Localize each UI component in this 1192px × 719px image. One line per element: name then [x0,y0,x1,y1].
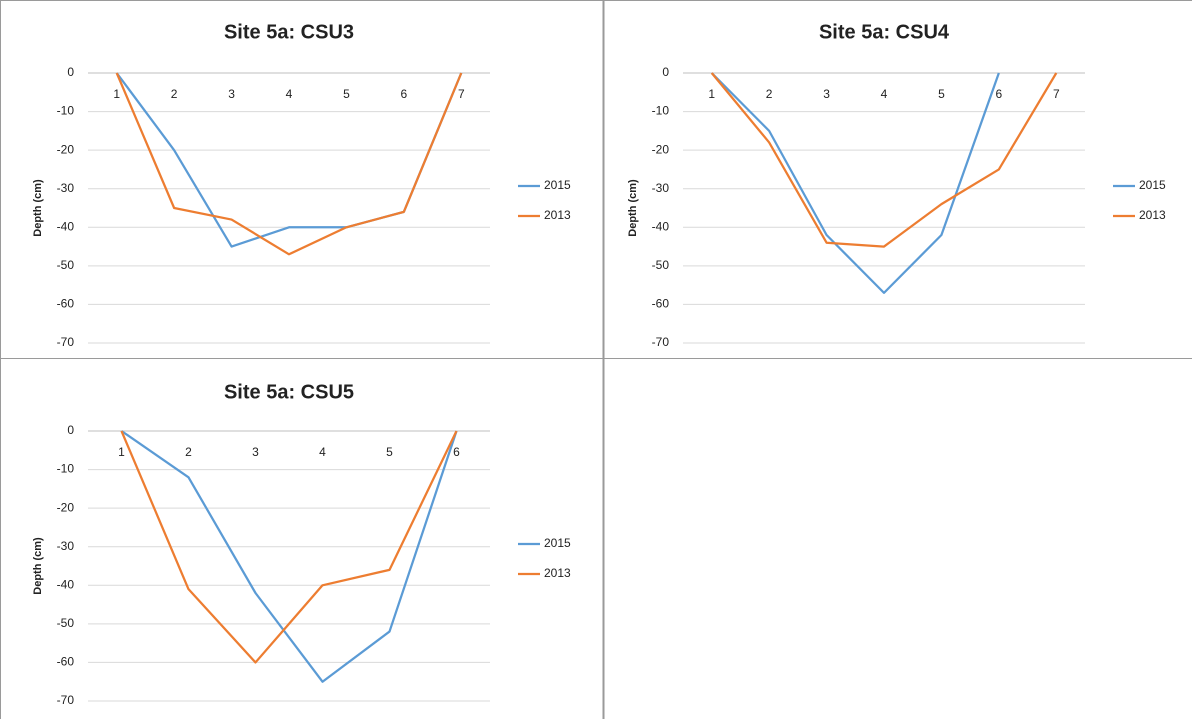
y-tick-label: -20 [57,142,75,156]
y-tick-label: -40 [57,219,75,233]
x-tick-label: 6 [401,87,408,101]
y-axis-title: Depth (cm) [627,179,639,237]
x-tick-label: 5 [343,87,350,101]
x-tick-label: 6 [453,445,460,459]
y-tick-label: -10 [57,462,75,476]
x-tick-label: 4 [881,87,888,101]
y-tick-label: -50 [57,258,75,272]
x-tick-label: 2 [171,87,178,101]
y-tick-label: -50 [57,616,75,630]
y-tick-label: -40 [57,577,75,591]
chart-title: Site 5a: CSU5 [224,381,354,403]
chart-title: Site 5a: CSU3 [224,21,354,43]
x-tick-label: 5 [938,87,945,101]
data-line [120,430,458,683]
x-tick-label: 3 [252,445,259,459]
x-tick-label: 4 [319,445,326,459]
data-line [710,72,1000,294]
y-axis-title: Depth (cm) [32,537,44,595]
y-tick-label: -60 [652,297,670,311]
x-tick-label: 1 [113,87,120,101]
x-tick-label: 6 [996,87,1003,101]
data-line [710,72,1058,248]
x-tick-label: 5 [386,445,393,459]
y-tick-label: -70 [57,335,75,349]
y-tick-label: -70 [652,335,670,349]
y-tick-label: -60 [57,655,75,669]
y-tick-label: -70 [57,693,75,707]
y-tick-label: -30 [652,181,670,195]
data-line [120,430,458,664]
y-tick-label: 0 [662,65,669,79]
y-tick-label: -10 [57,104,75,118]
x-tick-label: 4 [286,87,293,101]
x-tick-label: 2 [185,445,192,459]
chart-title: Site 5a: CSU4 [819,21,950,43]
y-tick-label: -50 [652,258,670,272]
x-tick-label: 7 [1053,87,1060,101]
x-tick-label: 3 [823,87,830,101]
legend-label: 2015 [544,536,571,550]
legend-label: 2015 [544,178,571,192]
y-tick-label: -20 [57,500,75,514]
legend-label: 2013 [544,208,571,222]
y-tick-label: -30 [57,539,75,553]
x-tick-label: 7 [458,87,465,101]
y-tick-label: -10 [652,104,670,118]
x-tick-label: 3 [228,87,235,101]
y-tick-label: -20 [652,142,670,156]
y-tick-label: -40 [652,219,670,233]
legend-label: 2013 [1139,208,1166,222]
y-tick-label: 0 [67,423,74,437]
y-tick-label: 0 [67,65,74,79]
x-tick-label: 1 [118,445,125,459]
data-line [115,72,463,256]
y-tick-label: -30 [57,181,75,195]
x-tick-label: 1 [708,87,715,101]
x-tick-label: 2 [766,87,773,101]
y-tick-label: -60 [57,297,75,311]
y-axis-title: Depth (cm) [32,179,44,237]
legend-label: 2013 [544,566,571,580]
legend-label: 2015 [1139,178,1166,192]
